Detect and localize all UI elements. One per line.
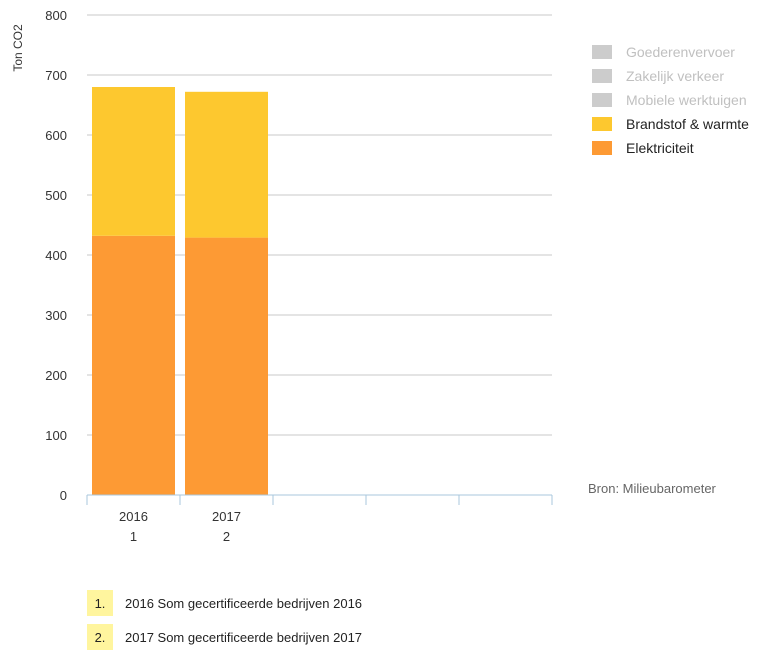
y-tick-label: 0 <box>60 488 67 503</box>
bar-brandstof-warmte <box>185 91 268 238</box>
bar-elektriciteit <box>185 237 268 495</box>
y-tick-label: 600 <box>45 128 67 143</box>
y-axis-title: Ton CO2 <box>11 24 25 72</box>
footnote-text: 2017 Som gecertificeerde bedrijven 2017 <box>125 629 363 645</box>
y-tick-label: 100 <box>45 428 67 443</box>
legend-item-zakelijk-verkeer[interactable]: Zakelijk verkeer <box>592 64 749 88</box>
legend-item-goederenvervoer[interactable]: Goederenvervoer <box>592 40 749 64</box>
legend: Goederenvervoer Zakelijk verkeer Mobiele… <box>592 40 749 160</box>
legend-label: Mobiele werktuigen <box>626 92 747 108</box>
legend-label: Elektriciteit <box>626 140 694 156</box>
x-tick-index: 2 <box>223 529 230 544</box>
footnote-item: 1. 2016 Som gecertificeerde bedrijven 20… <box>87 590 362 616</box>
y-tick-label: 500 <box>45 188 67 203</box>
footnote-item: 2. 2017 Som gecertificeerde bedrijven 20… <box>87 624 362 650</box>
legend-label: Zakelijk verkeer <box>626 68 725 84</box>
footnote-number: 2. <box>87 624 113 650</box>
legend-swatch <box>592 69 612 83</box>
y-tick-label: 300 <box>45 308 67 323</box>
y-tick-label: 200 <box>45 368 67 383</box>
x-tick-index: 1 <box>130 529 137 544</box>
x-tick-label: 2017 <box>212 509 241 524</box>
legend-swatch <box>592 45 612 59</box>
footnote-text: 2016 Som gecertificeerde bedrijven 2016 <box>125 595 363 611</box>
bar-elektriciteit <box>92 235 175 496</box>
x-tick-label: 2016 <box>119 509 148 524</box>
legend-swatch <box>592 141 612 155</box>
legend-item-elektriciteit[interactable]: Elektriciteit <box>592 136 749 160</box>
y-tick-label: 400 <box>45 248 67 263</box>
legend-label: Goederenvervoer <box>626 44 735 60</box>
legend-swatch <box>592 117 612 131</box>
legend-label: Brandstof & warmte <box>626 116 749 132</box>
footnotes: 1. 2016 Som gecertificeerde bedrijven 20… <box>87 590 362 658</box>
legend-item-mobiele-werktuigen[interactable]: Mobiele werktuigen <box>592 88 749 112</box>
footnote-number: 1. <box>87 590 113 616</box>
legend-item-brandstof-warmte[interactable]: Brandstof & warmte <box>592 112 749 136</box>
bar-brandstof-warmte <box>92 87 175 236</box>
source-note: Bron: Milieubarometer <box>588 481 716 496</box>
y-tick-label: 800 <box>45 8 67 23</box>
y-tick-label: 700 <box>45 68 67 83</box>
legend-swatch <box>592 93 612 107</box>
